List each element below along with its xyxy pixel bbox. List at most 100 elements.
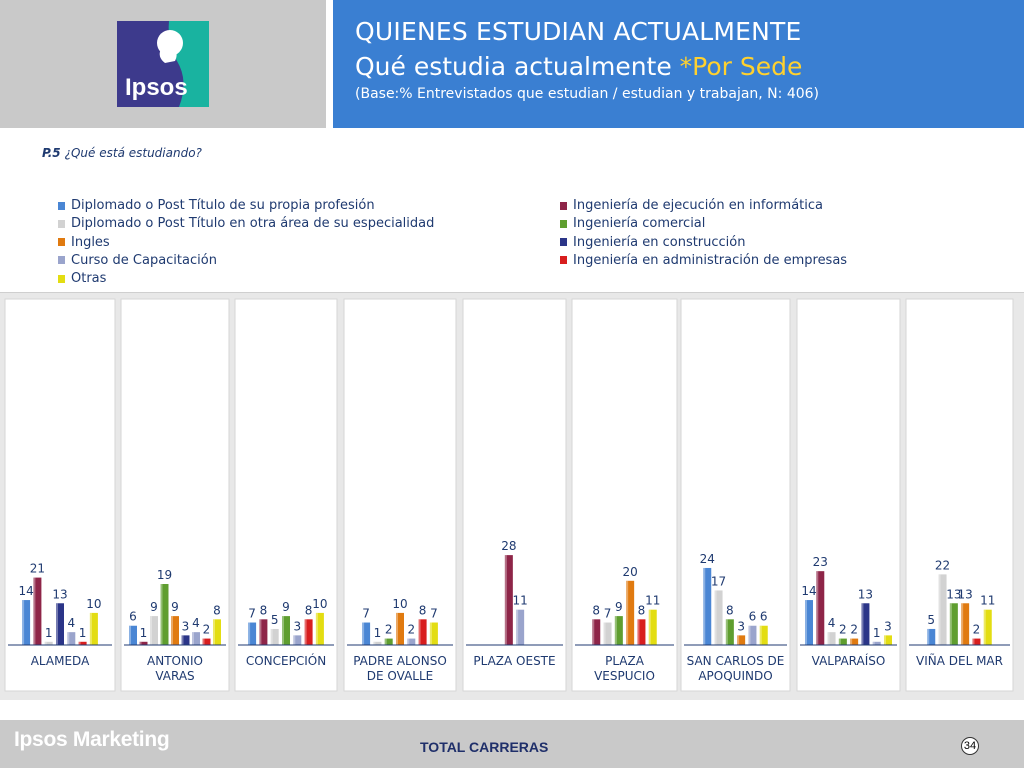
- data-label: 9: [171, 600, 179, 614]
- bar-highlight: [418, 619, 421, 645]
- data-label: 4: [192, 616, 200, 630]
- bar-highlight: [938, 574, 941, 645]
- data-label: 14: [801, 584, 816, 598]
- title-main: Qué estudia actualmente: [355, 52, 680, 81]
- bar-highlight: [270, 628, 273, 645]
- chart-panel: [905, 298, 1014, 692]
- data-label: 1: [45, 626, 53, 640]
- bar-highlight: [362, 622, 365, 645]
- bar-highlight: [160, 584, 163, 645]
- bar-highlight: [648, 609, 651, 645]
- bar-highlight: [44, 641, 47, 645]
- category-label: SAN CARLOS DE: [687, 654, 785, 668]
- category-label: PLAZA OESTE: [473, 654, 555, 668]
- bar: [304, 619, 313, 645]
- bar-highlight: [248, 622, 251, 645]
- bar: [872, 641, 881, 645]
- data-label: 8: [213, 603, 221, 617]
- bar-highlight: [139, 641, 142, 645]
- legend-label: Otras: [71, 271, 107, 287]
- footer-brand: Ipsos Marketing: [14, 728, 170, 751]
- bar-highlight: [805, 600, 807, 645]
- category-label: APOQUINDO: [698, 669, 772, 683]
- bar-highlight: [129, 625, 131, 645]
- category-label: CONCEPCIÓN: [246, 653, 326, 668]
- bar: [418, 619, 427, 645]
- bar: [171, 616, 179, 645]
- chart-panel: [571, 298, 678, 692]
- legend-item: Diplomado o Post Título de su propia pro…: [58, 198, 375, 213]
- bar: [592, 619, 601, 645]
- bar-highlight: [22, 600, 25, 645]
- data-label: 23: [813, 555, 828, 569]
- bar: [78, 641, 87, 645]
- question-code: P.5: [42, 146, 61, 160]
- chart-area: 14 21 1 13 4 1 10 ALAMEDA 6 1 9 19 9 3 4 2 8 ANTONIO VARAS…: [0, 292, 1024, 700]
- bar: [838, 638, 847, 645]
- legend-item: Ingeniería en construcción: [560, 235, 746, 250]
- bar: [972, 638, 981, 645]
- bar-highlight: [516, 609, 519, 645]
- footer-label: TOTAL CARRERAS: [420, 739, 549, 755]
- bar-highlight: [192, 632, 194, 645]
- data-label: 7: [604, 607, 612, 621]
- data-label: 2: [973, 623, 981, 637]
- bar: [396, 612, 404, 645]
- bar-highlight: [737, 635, 740, 645]
- bar-highlight: [78, 641, 81, 645]
- bar: [129, 625, 137, 645]
- bar: [33, 577, 42, 645]
- data-label: 22: [935, 558, 950, 572]
- bar: [192, 632, 200, 645]
- data-label: 10: [392, 597, 407, 611]
- bar: [827, 632, 836, 645]
- bar: [714, 590, 723, 645]
- bar-highlight: [259, 619, 262, 645]
- bar-highlight: [637, 619, 640, 645]
- data-label: 6: [129, 610, 137, 624]
- data-label: 11: [513, 594, 528, 608]
- data-label: 14: [18, 584, 33, 598]
- data-label: 28: [501, 539, 516, 553]
- bar-highlight: [396, 612, 398, 645]
- bar-highlight: [282, 616, 284, 645]
- bar-highlight: [407, 638, 410, 645]
- data-label: 2: [850, 623, 858, 637]
- data-label: 7: [248, 607, 256, 621]
- bar-highlight: [838, 638, 841, 645]
- data-label: 1: [873, 626, 881, 640]
- bar: [67, 632, 76, 645]
- bar: [504, 555, 513, 645]
- bar: [139, 641, 148, 645]
- data-label: 8: [726, 603, 734, 617]
- legend-item: Ingeniería en administración de empresas: [560, 253, 847, 268]
- data-label: 13: [946, 587, 961, 601]
- bar: [248, 622, 257, 645]
- legend-item: Ingles: [58, 235, 110, 250]
- data-label: 8: [419, 603, 427, 617]
- bar-highlight: [714, 590, 717, 645]
- bar-highlight: [315, 612, 318, 645]
- bar: [637, 619, 646, 645]
- bar-highlight: [56, 603, 58, 645]
- bar: [373, 641, 382, 645]
- bar-highlight: [884, 635, 886, 645]
- bar-highlight: [150, 616, 152, 645]
- bar-highlight: [202, 638, 205, 645]
- bar-highlight: [759, 625, 762, 645]
- bar: [362, 622, 371, 645]
- data-label: 1: [79, 626, 87, 640]
- bar: [961, 603, 970, 645]
- data-label: 10: [312, 597, 327, 611]
- data-label: 2: [203, 623, 211, 637]
- bar-highlight: [927, 628, 930, 645]
- bar: [160, 584, 169, 645]
- bar: [429, 622, 438, 645]
- bar-highlight: [725, 619, 728, 645]
- bar-highlight: [703, 567, 706, 645]
- data-label: 13: [858, 587, 873, 601]
- bar: [725, 619, 734, 645]
- category-label: VESPUCIO: [594, 669, 655, 683]
- legend-swatch: [560, 201, 567, 210]
